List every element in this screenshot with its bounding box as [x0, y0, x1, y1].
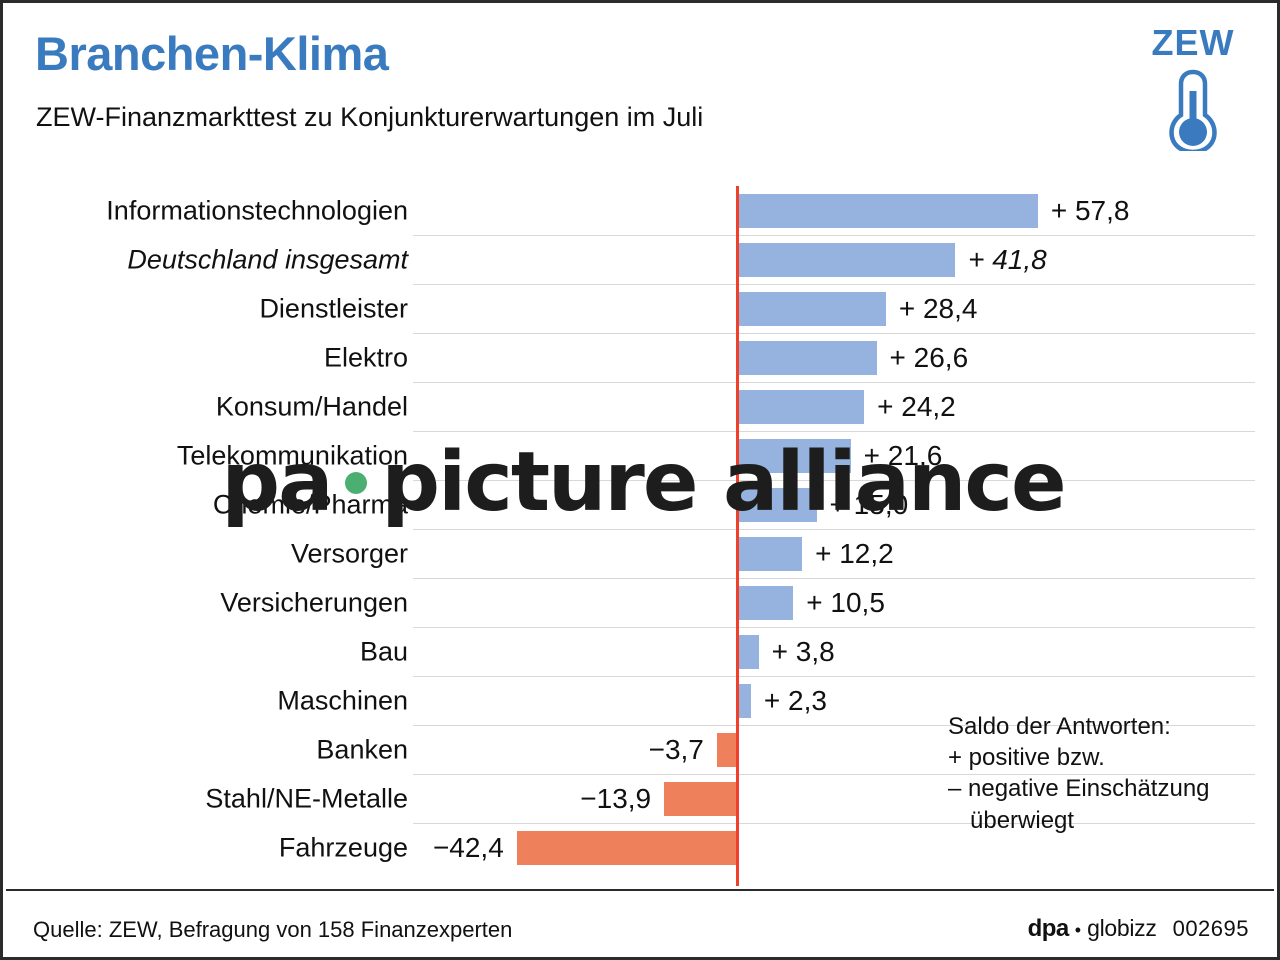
value-label: + 3,8	[771, 635, 835, 667]
zero-axis-line	[736, 186, 739, 886]
gridline	[413, 480, 1255, 481]
chart-row: Fahrzeuge −42,4	[3, 823, 1277, 872]
category-label: Banken	[316, 734, 408, 764]
bar	[739, 242, 956, 277]
source-note: Quelle: ZEW, Befragung von 158 Finanzexp…	[33, 917, 513, 942]
value-label: + 24,2	[877, 390, 956, 422]
chart-row: Versorger + 12,2	[3, 529, 1277, 578]
gridline	[413, 823, 1255, 824]
category-label: Elektro	[323, 342, 408, 372]
category-label: Informationstechnologien	[106, 195, 408, 225]
chart-row: Dienstleister + 28,4	[3, 284, 1277, 333]
value-label: + 10,5	[806, 586, 885, 618]
legend-line-3: – negative Einschätzung	[948, 775, 1210, 803]
legend: Saldo der Antworten: + positive bzw. – n…	[948, 711, 1248, 836]
bar	[739, 193, 1038, 228]
bar	[739, 340, 877, 375]
gridline	[413, 333, 1255, 334]
credit-separator-dot-icon: •	[1074, 920, 1082, 940]
category-label: Deutschland insgesamt	[127, 244, 408, 274]
value-label: + 15,0	[829, 488, 909, 520]
category-label: Versorger	[290, 538, 408, 568]
category-label: Versicherungen	[220, 587, 408, 617]
graphic-id: 002695	[1172, 916, 1249, 941]
category-label: Fahrzeuge	[278, 832, 408, 862]
value-label: + 26,6	[889, 341, 969, 373]
value-label: + 41,8	[968, 243, 1047, 275]
chart-row: Maschinen + 2,3	[3, 676, 1277, 725]
value-label: + 57,8	[1050, 194, 1130, 226]
chart-row: Elektro + 26,6	[3, 333, 1277, 382]
gridline	[413, 676, 1255, 677]
chart-row: Chemie/Pharma + 15,0	[3, 480, 1277, 529]
gridline	[413, 578, 1255, 579]
zew-logo: ZEW	[1133, 22, 1253, 151]
category-label: Maschinen	[277, 685, 408, 715]
chart-row: Telekommunikation + 21,6	[3, 431, 1277, 480]
bar	[739, 536, 803, 571]
gridline	[413, 725, 1255, 726]
bar	[739, 683, 751, 718]
bar	[739, 585, 794, 620]
chart-row: Versicherungen + 10,5	[3, 578, 1277, 627]
footer-divider	[6, 889, 1274, 891]
value-label: + 2,3	[763, 684, 827, 716]
category-label: Chemie/Pharma	[212, 489, 408, 519]
bar	[739, 438, 851, 473]
value-label: + 28,4	[898, 292, 978, 324]
category-label: Dienstleister	[259, 293, 408, 323]
chart-row: Bau + 3,8	[3, 627, 1277, 676]
page-subtitle: ZEW-Finanzmarkttest zu Konjunkturerwartu…	[36, 102, 704, 132]
category-label: Telekommunikation	[176, 440, 408, 470]
gridline	[413, 529, 1255, 530]
bar	[739, 487, 817, 522]
value-label: −3,7	[648, 733, 704, 765]
thermometer-icon	[1169, 69, 1217, 151]
globizz-logo: globizz	[1087, 915, 1157, 941]
category-label: Bau	[359, 636, 408, 666]
legend-line-2: + positive bzw.	[948, 744, 1105, 772]
gridline	[413, 382, 1255, 383]
gridline	[413, 284, 1255, 285]
gridline	[413, 627, 1255, 628]
bar-chart: Informationstechnologien + 57,8 Deutschlan…	[3, 186, 1277, 886]
dpa-logo: dpa	[1027, 915, 1070, 942]
bar	[716, 732, 736, 767]
bar	[739, 291, 886, 326]
value-label: + 12,2	[815, 537, 894, 569]
bar	[739, 634, 759, 669]
value-label: + 21,6	[863, 439, 943, 471]
publisher-credit: dpa • globizz 002695	[1028, 917, 1249, 941]
chart-row: Deutschland insgesamt + 41,8	[3, 235, 1277, 284]
bar	[664, 781, 736, 816]
header: Branchen-Klima ZEW-Finanzmarkttest zu Ko…	[3, 3, 1277, 171]
legend-line-1: Saldo der Antworten:	[948, 713, 1171, 740]
chart-row: Konsum/Handel + 24,2	[3, 382, 1277, 431]
gridline	[413, 431, 1255, 432]
bar	[516, 830, 736, 865]
chart-row: Stahl/NE-Metalle −13,9	[3, 774, 1277, 823]
chart-row: Informationstechnologien + 57,8	[3, 186, 1277, 235]
category-label: Stahl/NE-Metalle	[205, 783, 408, 813]
value-label: −13,9	[580, 782, 652, 814]
zew-wordmark: ZEW	[1151, 22, 1235, 63]
page-title: Branchen-Klima	[35, 27, 389, 80]
chart-row: Banken −3,7	[3, 725, 1277, 774]
legend-line-4: überwiegt	[970, 806, 1075, 834]
bar	[739, 389, 865, 424]
gridline	[413, 774, 1255, 775]
value-label: −42,4	[432, 831, 504, 863]
category-label: Konsum/Handel	[215, 391, 408, 421]
gridline	[413, 235, 1255, 236]
